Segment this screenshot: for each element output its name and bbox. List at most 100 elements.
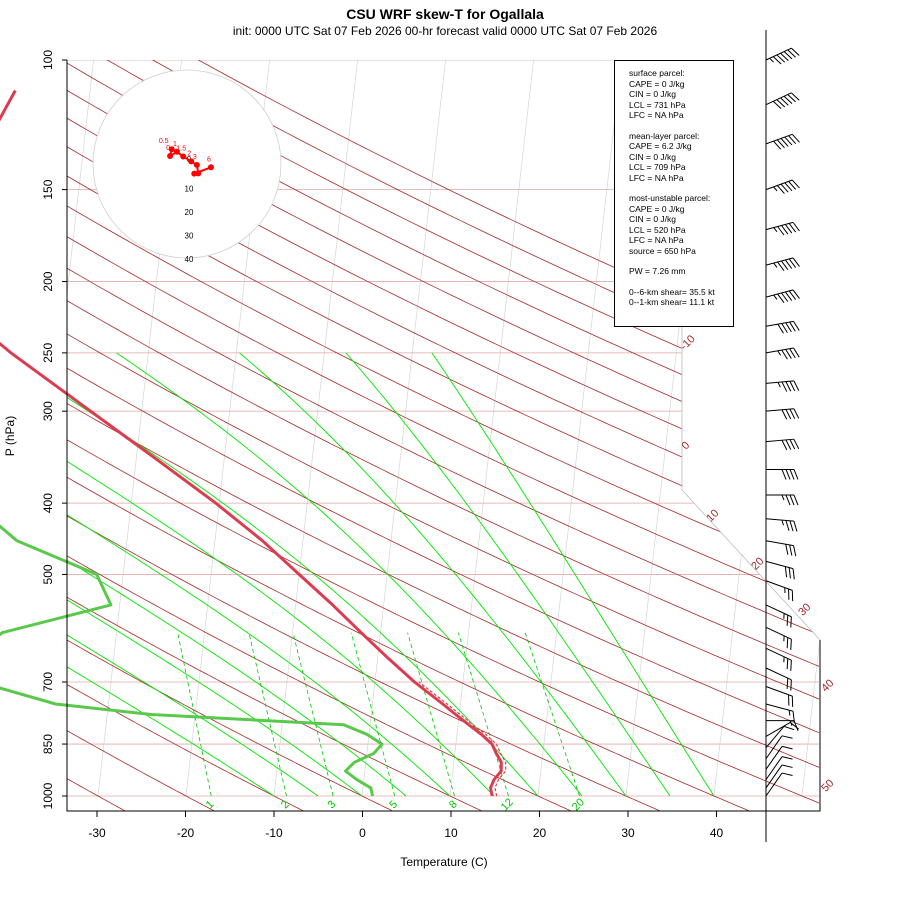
wind-barb-flag (781, 469, 787, 480)
y-tick-label: 100 (41, 50, 55, 70)
wind-barb-flag (793, 408, 800, 419)
info-line: LFC = NA hPa (629, 172, 684, 183)
dry-adiabat (67, 89, 819, 461)
wind-barb-shaft (765, 257, 794, 266)
info-line: CIN = 0 J/kg (629, 214, 677, 224)
wind-barb-shaft (765, 647, 792, 661)
dry-adiabat (67, 730, 216, 811)
axis-frame (66, 60, 821, 812)
wind-barb-flag (789, 544, 793, 556)
dry-adiabat (67, 146, 819, 516)
hodograph-ring-label: 30 (185, 232, 194, 241)
wind-barb-flag (788, 181, 797, 190)
hodograph-point (173, 148, 180, 155)
wind-barb-flag (793, 469, 799, 480)
wind-barb-flag (790, 679, 792, 691)
wind-barb-flag (772, 100, 782, 110)
dry-adiabat (67, 555, 573, 811)
wind-barb-flag (780, 138, 789, 147)
wind-barb-flag (785, 494, 791, 506)
dry-adiabat (67, 476, 751, 811)
wind-barb-flag (788, 135, 797, 145)
mixing-ratio-line (524, 632, 580, 797)
wind-barb-half-flag (781, 519, 784, 526)
info-line: most-unstable parcel: (629, 193, 711, 203)
wind-barb-flag (776, 99, 786, 108)
chart-subtitle: init: 0000 UTC Sat 07 Feb 2026 00-hr for… (232, 24, 658, 38)
wind-barb-flag (781, 381, 788, 392)
wind-barbs (765, 30, 800, 842)
info-line: LCL = 709 hPa (629, 162, 686, 172)
wind-barb-flag (780, 183, 789, 193)
isotherm-line (67, 60, 94, 297)
info-line: source = 650 hPa (629, 245, 696, 256)
wind-barb-shaft (765, 347, 794, 354)
info-line: surface parcel: (629, 68, 685, 78)
x-tick-label: -20 (177, 826, 195, 840)
wind-barb-shaft (765, 726, 785, 749)
wind-barb-flag (785, 381, 792, 392)
wind-barb-flag (790, 660, 792, 671)
wind-barb-flag (780, 97, 789, 106)
mixing-ratio-line (177, 632, 212, 797)
wind-barb-flag (776, 54, 786, 63)
wind-barb-flag (785, 409, 792, 420)
wind-barb-flag (789, 348, 796, 359)
wind-barb-flag (772, 56, 782, 65)
wind-barb-shaft (765, 735, 783, 760)
hodograph-point-label: 4 (194, 162, 198, 169)
x-axis-title: Temperature (C) (400, 855, 487, 869)
wind-barb-flag (787, 49, 796, 58)
moist-adiabat (67, 634, 319, 797)
dry-adiabat (67, 333, 819, 700)
wind-barb-flag (793, 438, 800, 450)
wind-barb-shaft (765, 47, 792, 61)
precipitable-water: PW = 7.26 mm (629, 266, 686, 276)
wind-barb-shaft (765, 703, 794, 712)
hodograph-point (167, 153, 174, 160)
moist-adiabat (67, 514, 451, 797)
x-tick-label: 0 (359, 826, 366, 840)
y-axis-title: P (hPa) (3, 416, 17, 456)
isotherm-line (449, 60, 534, 797)
hodograph-point-label: 1.5 (176, 145, 186, 152)
info-line: CAPE = 6.2 J/kg (629, 141, 692, 151)
x-tick-label: -10 (265, 826, 283, 840)
wind-barb-flag (783, 95, 793, 104)
wind-barb-flag (777, 293, 785, 303)
hodograph-point-label: 1 (173, 141, 177, 148)
wind-barb-flag (784, 182, 793, 192)
dry-adiabat (67, 367, 819, 734)
moist-adiabat (116, 352, 583, 797)
wind-barb-flag (783, 51, 793, 60)
wind-barb-flag (784, 291, 793, 301)
wind-barb-shaft (765, 221, 794, 231)
wind-barb-flag (789, 381, 796, 392)
temperature-trace (0, 89, 503, 797)
wind-barb-flag (793, 545, 797, 557)
wind-barb-flag (787, 94, 796, 103)
wind-barb-flag (789, 439, 796, 450)
wind-barb-flag (785, 322, 792, 333)
hodograph-point (188, 158, 195, 165)
wind-barb-flag (792, 711, 795, 723)
hodograph-point (193, 161, 200, 168)
hodograph-point-label: 6 (207, 156, 211, 163)
wind-barb-flag (781, 440, 788, 451)
wind-barb-flag (789, 408, 796, 419)
wind-barb-shaft (765, 722, 791, 737)
y-tick-label: 300 (41, 401, 55, 421)
dry-adiabat (67, 639, 394, 811)
dry-adiabat (67, 515, 662, 811)
wind-barb-shaft (765, 289, 794, 298)
wind-barb-shaft (765, 380, 794, 384)
hodograph-point (168, 146, 175, 153)
y-tick-label: 150 (41, 179, 55, 199)
wind-barb-flag (781, 260, 789, 270)
info-line: LFC = NA hPa (629, 110, 684, 120)
y-tick-label: 250 (41, 343, 55, 363)
info-line: mean-layer parcel: (629, 130, 700, 141)
hodograph-ring-label: 10 (185, 185, 194, 194)
dry-adiabat (67, 684, 305, 811)
wind-barb-shaft (765, 92, 792, 106)
